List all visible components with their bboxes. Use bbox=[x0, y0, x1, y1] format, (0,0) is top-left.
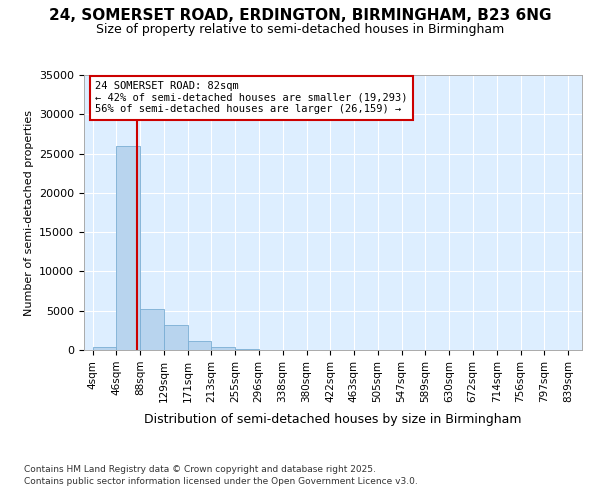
Bar bbox=[92, 347, 116, 350]
Text: Contains public sector information licensed under the Open Government Licence v3: Contains public sector information licen… bbox=[24, 478, 418, 486]
Bar bbox=[235, 349, 259, 350]
Bar bbox=[211, 347, 235, 350]
Bar bbox=[188, 340, 211, 350]
Text: 24, SOMERSET ROAD, ERDINGTON, BIRMINGHAM, B23 6NG: 24, SOMERSET ROAD, ERDINGTON, BIRMINGHAM… bbox=[49, 8, 551, 22]
Text: Contains HM Land Registry data © Crown copyright and database right 2025.: Contains HM Land Registry data © Crown c… bbox=[24, 465, 376, 474]
Bar bbox=[116, 146, 140, 350]
Text: Distribution of semi-detached houses by size in Birmingham: Distribution of semi-detached houses by … bbox=[144, 412, 522, 426]
Bar bbox=[140, 309, 164, 350]
Bar bbox=[164, 325, 188, 350]
Y-axis label: Number of semi-detached properties: Number of semi-detached properties bbox=[23, 110, 34, 316]
Text: 24 SOMERSET ROAD: 82sqm
← 42% of semi-detached houses are smaller (19,293)
56% o: 24 SOMERSET ROAD: 82sqm ← 42% of semi-de… bbox=[95, 82, 408, 114]
Text: Size of property relative to semi-detached houses in Birmingham: Size of property relative to semi-detach… bbox=[96, 22, 504, 36]
